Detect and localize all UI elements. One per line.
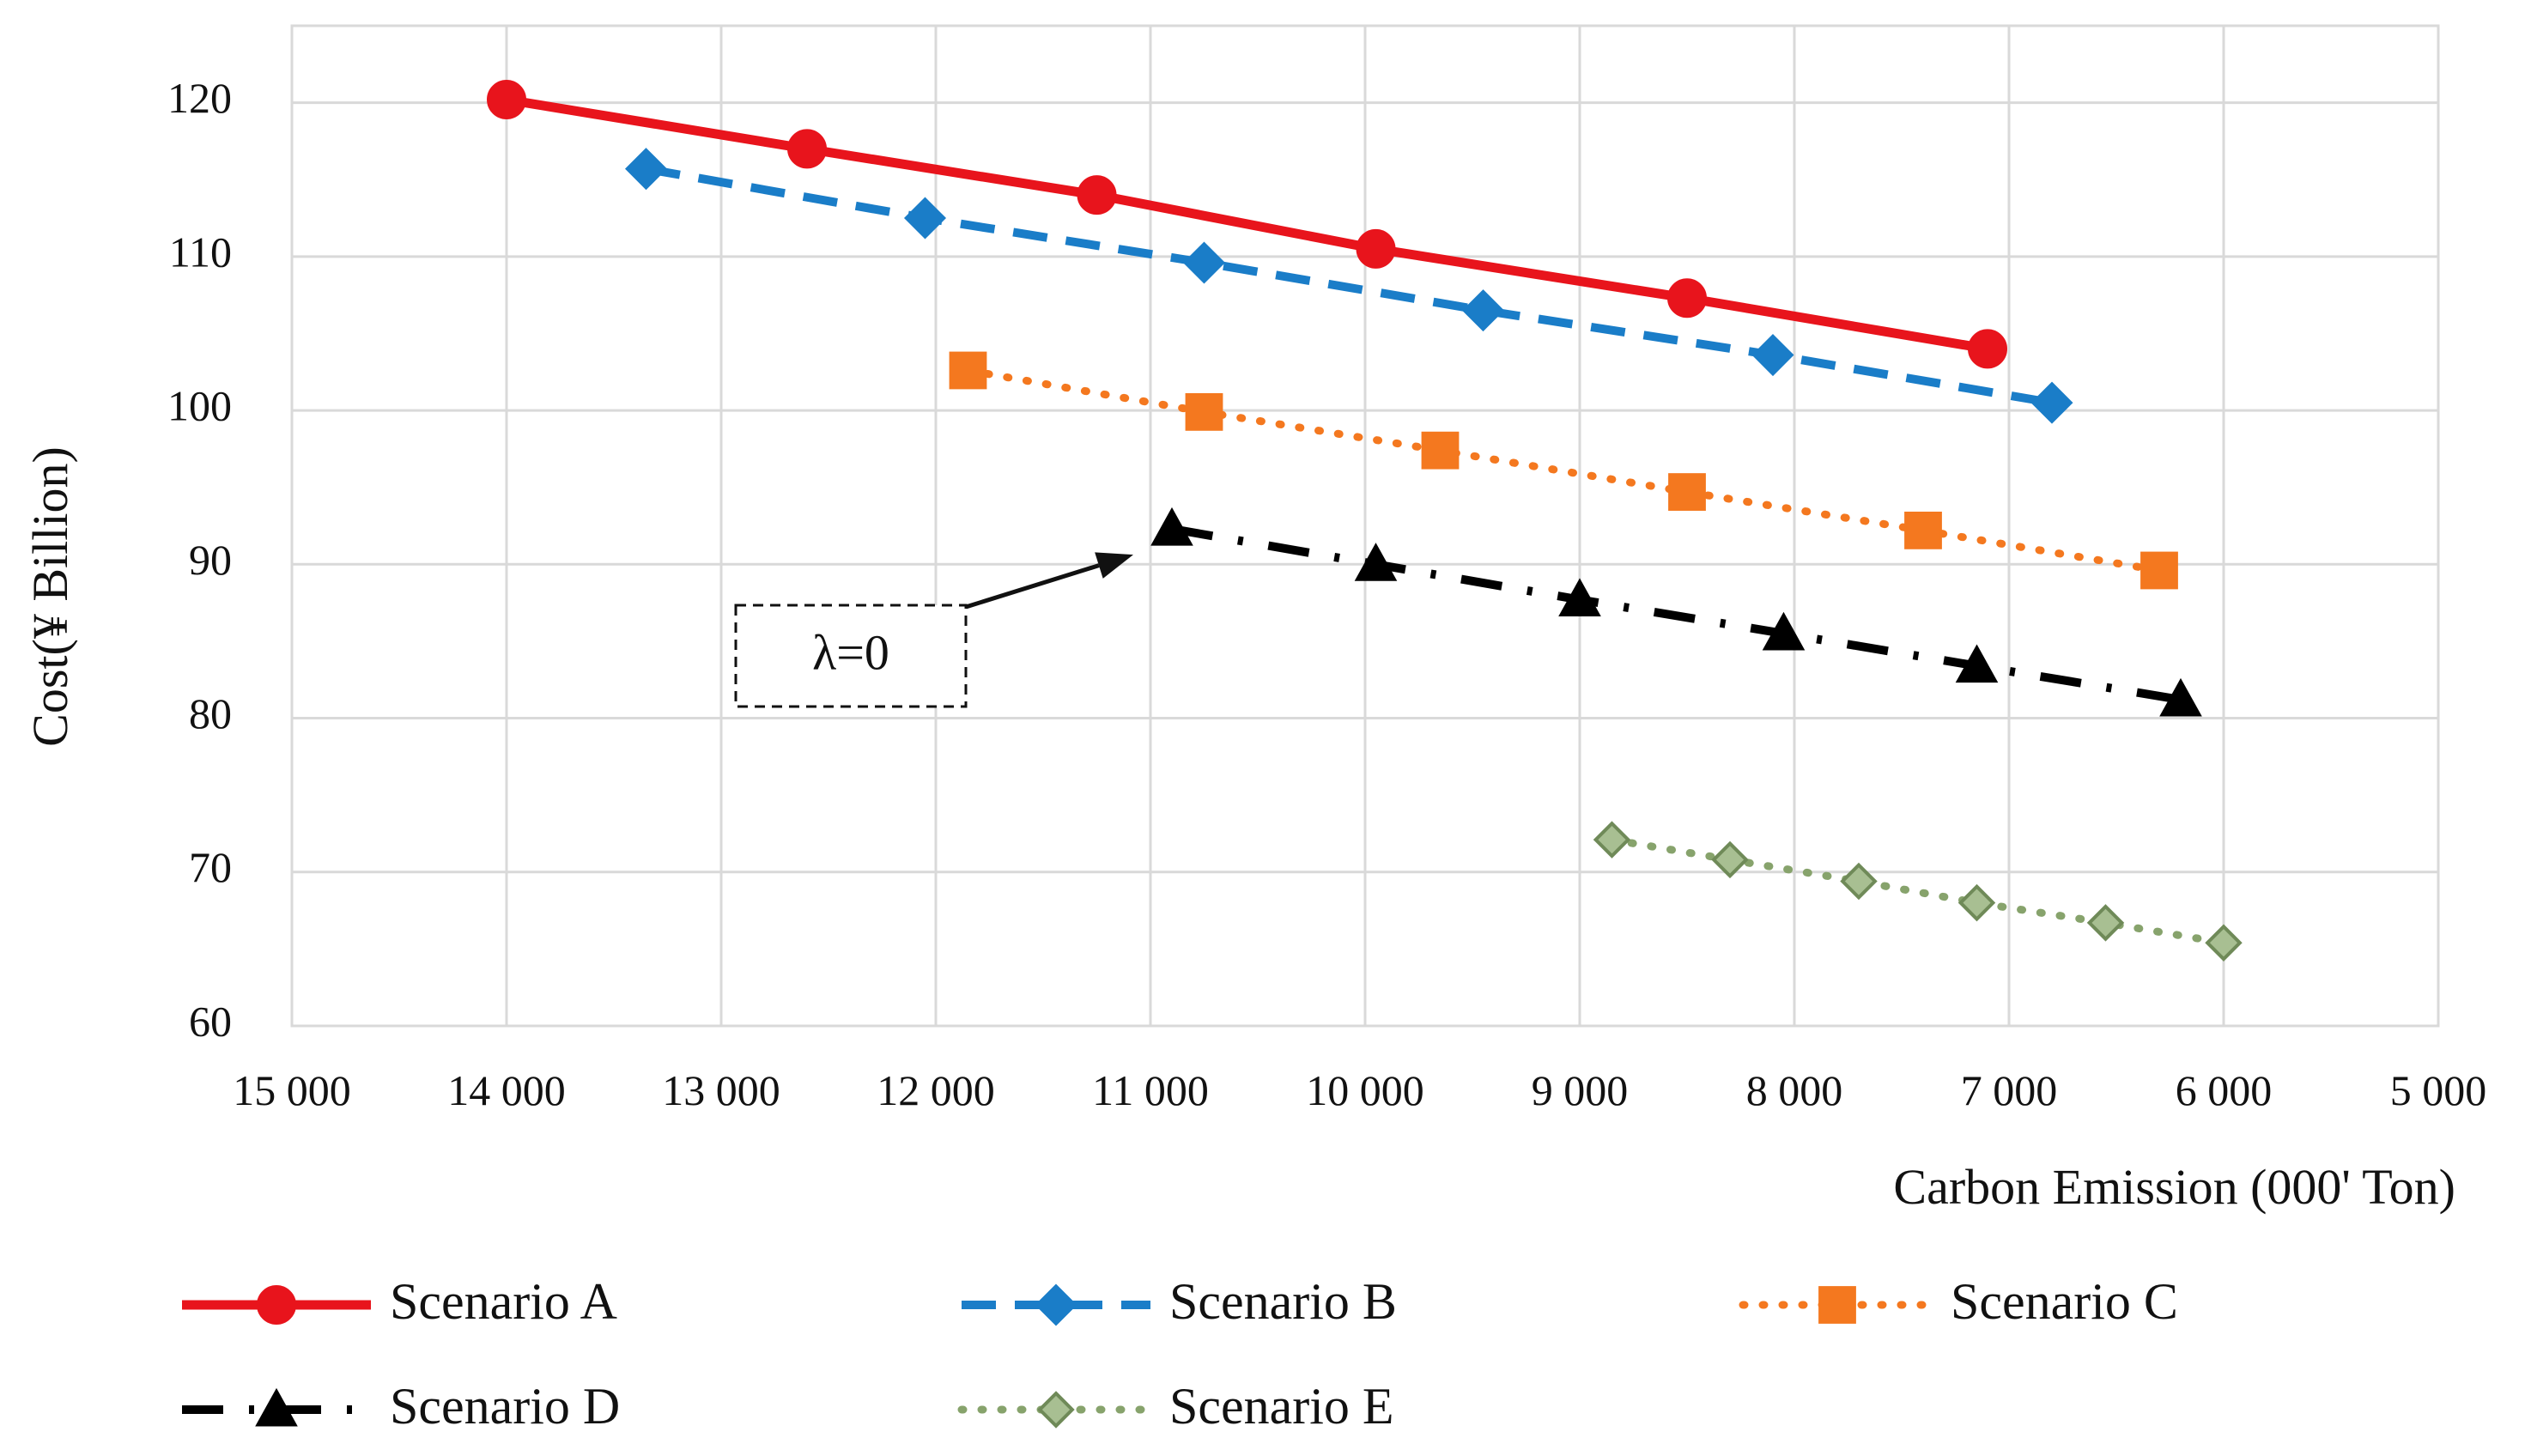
scenario-c-point — [1421, 431, 1460, 470]
legend-item-scenario-b: Scenario B — [962, 1273, 1397, 1330]
scenario-e-point — [1840, 862, 1878, 901]
annotation-group: λ=0 — [734, 552, 1133, 708]
scenario-c-series — [949, 351, 2178, 590]
scenario-b-point — [1182, 241, 1226, 284]
scenario-e-point — [2205, 924, 2243, 962]
y-tick-label: 60 — [189, 997, 232, 1045]
scenario-d-point — [1354, 543, 1398, 581]
scenario-a-point — [487, 80, 526, 120]
y-tick-label: 90 — [189, 536, 232, 584]
annotation-arrow — [965, 563, 1100, 610]
legend-label: Scenario C — [1951, 1273, 2178, 1330]
x-tick-label: 10 000 — [1306, 1066, 1424, 1114]
y-axis-title: Cost(¥ Billion) — [22, 446, 78, 747]
scenario-b-point — [1751, 334, 1794, 377]
y-tick-label: 80 — [189, 689, 232, 737]
scenario-e-point — [1957, 883, 1996, 922]
scenario-d-point — [1150, 507, 1193, 546]
gridlines — [290, 24, 2440, 1028]
scenario-a-point — [1356, 228, 1396, 269]
legend-item-scenario-e: Scenario E — [957, 1378, 1394, 1435]
legend-item-scenario-a: Scenario A — [182, 1273, 617, 1330]
scenario-c-point — [1185, 392, 1223, 431]
y-tick-label: 100 — [167, 382, 232, 430]
annotation-box — [734, 604, 968, 708]
legend-swatch-marker — [1035, 1283, 1077, 1326]
x-tick-label: 13 000 — [662, 1066, 780, 1114]
scenario-a-point — [1968, 329, 2007, 369]
scenario-b-line — [645, 164, 2053, 408]
scenario-b-series — [624, 148, 2073, 424]
legend-item-scenario-d: Scenario D — [182, 1378, 620, 1435]
scenario-c-point — [2140, 551, 2178, 590]
legend-swatch-marker — [255, 1387, 298, 1427]
x-tick-label: 6 000 — [2176, 1066, 2273, 1114]
x-tick-label: 8 000 — [1746, 1066, 1843, 1114]
legend-label: Scenario B — [1169, 1273, 1397, 1330]
scenario-c-point — [949, 351, 987, 390]
scenario-a-line — [506, 94, 1988, 354]
scenario-d-point — [2159, 677, 2202, 717]
scenario-e-line — [1608, 835, 2228, 947]
legend-label: Scenario A — [390, 1273, 617, 1330]
scenario-a-point — [1667, 278, 1707, 318]
scenario-d-point — [1762, 611, 1806, 651]
legend-swatch-marker — [1818, 1286, 1856, 1324]
scenario-d-series — [1150, 507, 2202, 717]
scenario-b-point — [2030, 381, 2073, 424]
legend-item-scenario-c: Scenario C — [1739, 1273, 2178, 1330]
scenario-e-point — [1593, 821, 1631, 858]
y-tick-label: 70 — [189, 843, 232, 891]
x-tick-label: 9 000 — [1532, 1066, 1629, 1114]
annotation-arrowhead — [1095, 552, 1133, 579]
x-axis-title: Carbon Emission (000' Ton) — [1893, 1159, 2455, 1215]
x-tick-label: 11 000 — [1092, 1066, 1209, 1114]
legend-swatch-marker — [257, 1285, 296, 1325]
x-tick-label: 15 000 — [233, 1066, 351, 1114]
scenario-c-line — [964, 366, 2164, 574]
scenario-e-point — [2086, 904, 2125, 942]
scenario-b-point — [1461, 289, 1505, 332]
x-tick-label: 7 000 — [1961, 1066, 2058, 1114]
y-tick-label: 110 — [169, 228, 232, 276]
legend-label: Scenario D — [390, 1378, 620, 1435]
axes: 15 000 14 000 13 000 12 000 11 000 10 000 9 00… — [167, 74, 2486, 1114]
scenario-e-series — [1593, 821, 2243, 962]
y-tick-label: 120 — [167, 74, 232, 122]
series-group — [487, 80, 2243, 962]
x-tick-label: 5 000 — [2390, 1066, 2487, 1114]
scenario-c-point — [1904, 511, 1942, 549]
legend-swatch-marker — [1037, 1391, 1075, 1429]
scenario-b-point — [624, 148, 668, 191]
scenario-d-point — [1558, 578, 1601, 617]
scenario-a-point — [1077, 175, 1117, 215]
x-tick-label: 12 000 — [877, 1066, 995, 1114]
scenario-e-point — [1711, 840, 1749, 879]
scenario-d-line — [1171, 525, 2182, 704]
legend: Scenario A Scenario B Scenario C Scenario D… — [182, 1273, 2178, 1435]
scenario-d-point — [1955, 644, 1999, 683]
scenario-b-point — [903, 197, 947, 240]
legend-label: Scenario E — [1169, 1378, 1394, 1435]
annotation-label: λ=0 — [812, 624, 889, 680]
x-tick-label: 14 000 — [447, 1066, 566, 1114]
scenario-c-point — [1668, 473, 1706, 511]
lambda-annotation: λ=0 — [734, 552, 1133, 708]
scenario-a-series — [487, 80, 2007, 369]
scenario-a-point — [787, 129, 827, 169]
